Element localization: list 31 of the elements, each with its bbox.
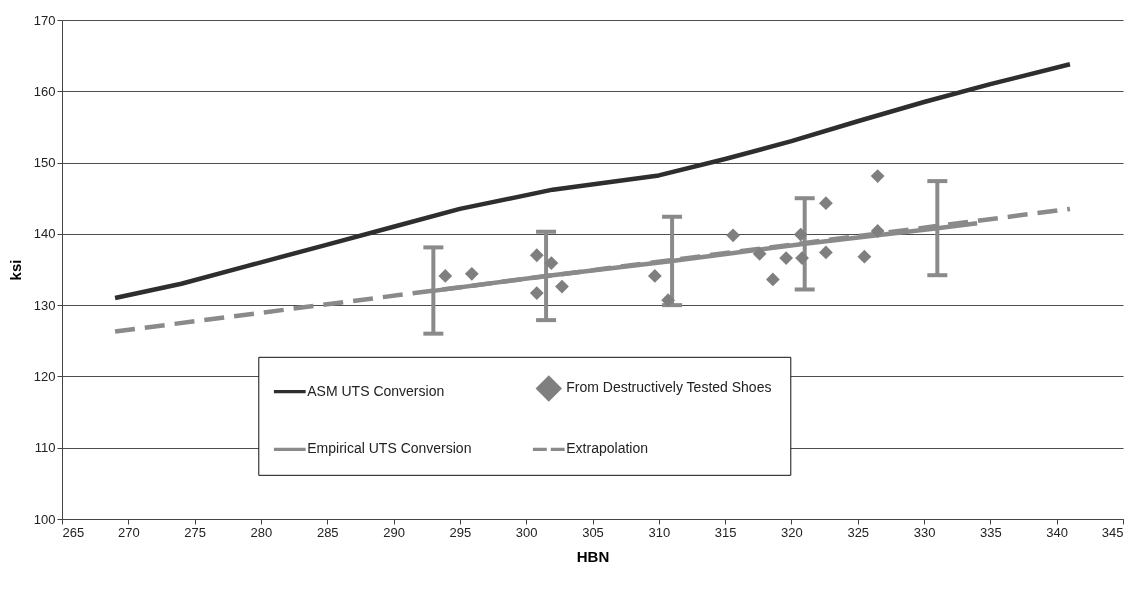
y-tick-label: 100 (33, 511, 56, 527)
legend-label: From Destructively Tested Shoes (566, 379, 772, 396)
x-tick-label: 330 (913, 524, 936, 540)
x-tick-label: 335 (980, 524, 1002, 540)
x-tick-label: 290 (383, 524, 405, 540)
x-tick-label: 340 (1046, 524, 1069, 540)
x-tick-label: 280 (250, 524, 273, 540)
y-tick-label: 110 (34, 440, 56, 456)
y-tick-label: 170 (33, 12, 56, 28)
x-axis-title: HBN (576, 547, 610, 565)
x-tick-label: 295 (449, 524, 472, 540)
y-tick-label: 140 (33, 226, 56, 242)
x-tick-label: 285 (316, 524, 339, 540)
y-tick-label: 130 (33, 297, 56, 313)
x-tick-label: 300 (515, 524, 538, 540)
x-tick-label: 320 (781, 524, 803, 540)
y-tick-label: 160 (33, 83, 56, 99)
legend-label: Extrapolation (566, 440, 648, 457)
y-tick-label: 150 (33, 155, 56, 171)
x-tick-label: 305 (582, 524, 604, 540)
y-axis-title: ksi (6, 259, 24, 281)
x-tick-label: 315 (714, 524, 737, 540)
legend-label: Empirical UTS Conversion (307, 440, 472, 457)
x-tick-label: 270 (117, 524, 140, 540)
x-tick-label: 310 (648, 524, 671, 540)
y-tick-label: 120 (33, 368, 56, 384)
x-tick-label: 325 (847, 524, 870, 540)
x-tick-label: 265 (62, 524, 85, 540)
x-tick-label: 345 (1101, 524, 1124, 540)
legend-label: ASM UTS Conversion (307, 382, 445, 399)
x-tick-label: 275 (184, 524, 206, 540)
